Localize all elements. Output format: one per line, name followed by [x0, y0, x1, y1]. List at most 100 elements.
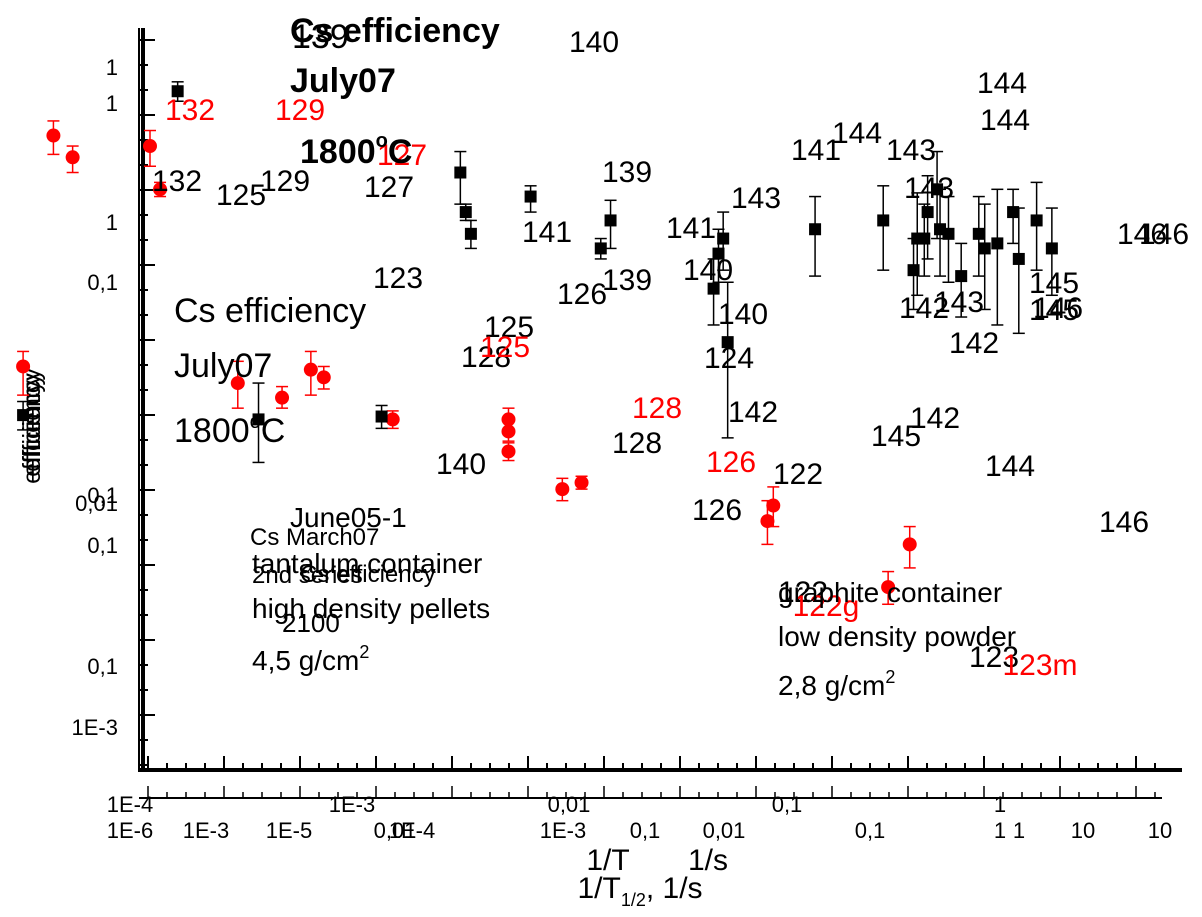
y-tick-label: 0,1 — [87, 270, 118, 295]
data-point — [316, 365, 331, 390]
point-label: 122 — [773, 458, 823, 491]
point-label: 140 — [569, 26, 619, 59]
y-tick-label: 1 — [106, 210, 118, 235]
data-point — [1007, 188, 1020, 245]
data-point — [1045, 207, 1058, 297]
point-label: 146 — [1117, 218, 1167, 251]
point-label: 143 — [934, 286, 984, 319]
data-point — [707, 258, 720, 326]
data-point — [65, 145, 80, 174]
point-label: 140 — [436, 448, 486, 481]
x-tick-label: 1E-4 — [389, 818, 435, 843]
data-point — [721, 281, 734, 439]
data-point — [303, 350, 318, 396]
data-point — [501, 442, 516, 462]
data-point — [46, 120, 61, 156]
data-point — [459, 203, 472, 222]
data-point — [921, 174, 934, 260]
point-label: 123m — [1002, 649, 1077, 682]
data-point — [902, 525, 917, 569]
point-label: 140 — [718, 298, 768, 331]
left-note: 2100 — [282, 608, 340, 638]
point-label: 124 — [704, 342, 754, 375]
point-label: 140 — [683, 254, 733, 287]
x-tick-label: 1E-3 — [540, 818, 586, 843]
data-point — [881, 570, 896, 606]
left-note: June05-1 — [290, 502, 407, 533]
point-label: 146 — [1139, 218, 1189, 251]
y-tick-label: 0,1 — [87, 483, 118, 508]
data-point — [991, 188, 1004, 326]
x-tick-label: 0,01 — [703, 818, 746, 843]
x-axis-titles: 1/T 1/s1/T1/2, 1/s — [577, 844, 728, 910]
data-point — [230, 360, 245, 409]
x-tick-label: 1 — [994, 818, 1006, 843]
left-density: 4,5 g/cm2 — [252, 642, 369, 676]
point-label: 143 — [731, 182, 781, 215]
x-minor-ticks — [147, 756, 1156, 798]
point-label: 125 — [216, 179, 266, 212]
point-label: 127 — [364, 171, 414, 204]
data-point — [171, 81, 184, 102]
bold-date: July07 — [290, 62, 396, 100]
point-label: 123 — [969, 641, 1019, 674]
x-tick-label: 1E-4 — [107, 792, 153, 817]
y-tick-label: 1E-3 — [72, 715, 118, 740]
x-tick-label: 0,1 — [855, 818, 886, 843]
data-point — [524, 185, 537, 213]
point-label: 146 — [1033, 292, 1083, 325]
point-label: 128 — [612, 427, 662, 460]
x-tick-label: 1 — [994, 792, 1006, 817]
x-axis-title: 1/s — [688, 844, 728, 877]
point-label: 127 — [377, 139, 427, 172]
point-label: 125 — [480, 331, 530, 364]
point-label: 142 — [899, 292, 949, 325]
left-note: Cs March07 — [250, 524, 379, 551]
point-label: 126 — [706, 446, 756, 479]
y-tick-label: 0,1 — [87, 533, 118, 558]
data-point — [375, 404, 388, 430]
x-tick-label: 10 — [1148, 818, 1172, 843]
data-points — [16, 81, 1058, 606]
headline-temp: 1800oC — [174, 411, 285, 450]
point-label: 141 — [791, 134, 841, 167]
point-label: 141 — [666, 212, 716, 245]
point-label: 125 — [484, 311, 534, 344]
point-label: 142 — [910, 402, 960, 435]
point-label: 122g — [793, 590, 860, 623]
point-label: 126 — [557, 278, 607, 311]
x-tick-label: 0,1 — [630, 818, 661, 843]
data-point — [717, 211, 730, 271]
axes — [138, 28, 1182, 799]
x-tick-label: 0,01 — [548, 792, 591, 817]
y-tick-label: 1 — [106, 91, 118, 116]
point-label: 128 — [632, 392, 682, 425]
x-tick-label: 1E-5 — [266, 818, 312, 843]
point-label: 122 — [778, 576, 828, 609]
bold-title: Cs efficiency — [290, 12, 500, 50]
data-point — [153, 181, 168, 198]
point-label: 142 — [728, 396, 778, 429]
point-label: 123 — [373, 262, 423, 295]
data-point — [1030, 181, 1043, 271]
data-point — [17, 400, 30, 431]
data-point — [942, 195, 955, 283]
data-point — [809, 195, 822, 277]
data-point — [454, 150, 467, 205]
left-note: high density pellets — [252, 593, 490, 624]
x-tick-label: 0,01 — [374, 818, 417, 843]
point-label: 144 — [832, 117, 882, 150]
right-notes: graphite container low density powder — [778, 577, 1016, 652]
left-note: Cs efficiency — [300, 561, 436, 588]
data-point — [972, 195, 985, 277]
data-point — [594, 237, 607, 260]
x-axis-title: 1/T — [586, 844, 629, 877]
point-label: 143 — [904, 172, 954, 205]
point-label: 132 — [152, 165, 202, 198]
point-label: 145 — [1029, 267, 1079, 300]
data-point — [1012, 207, 1025, 335]
